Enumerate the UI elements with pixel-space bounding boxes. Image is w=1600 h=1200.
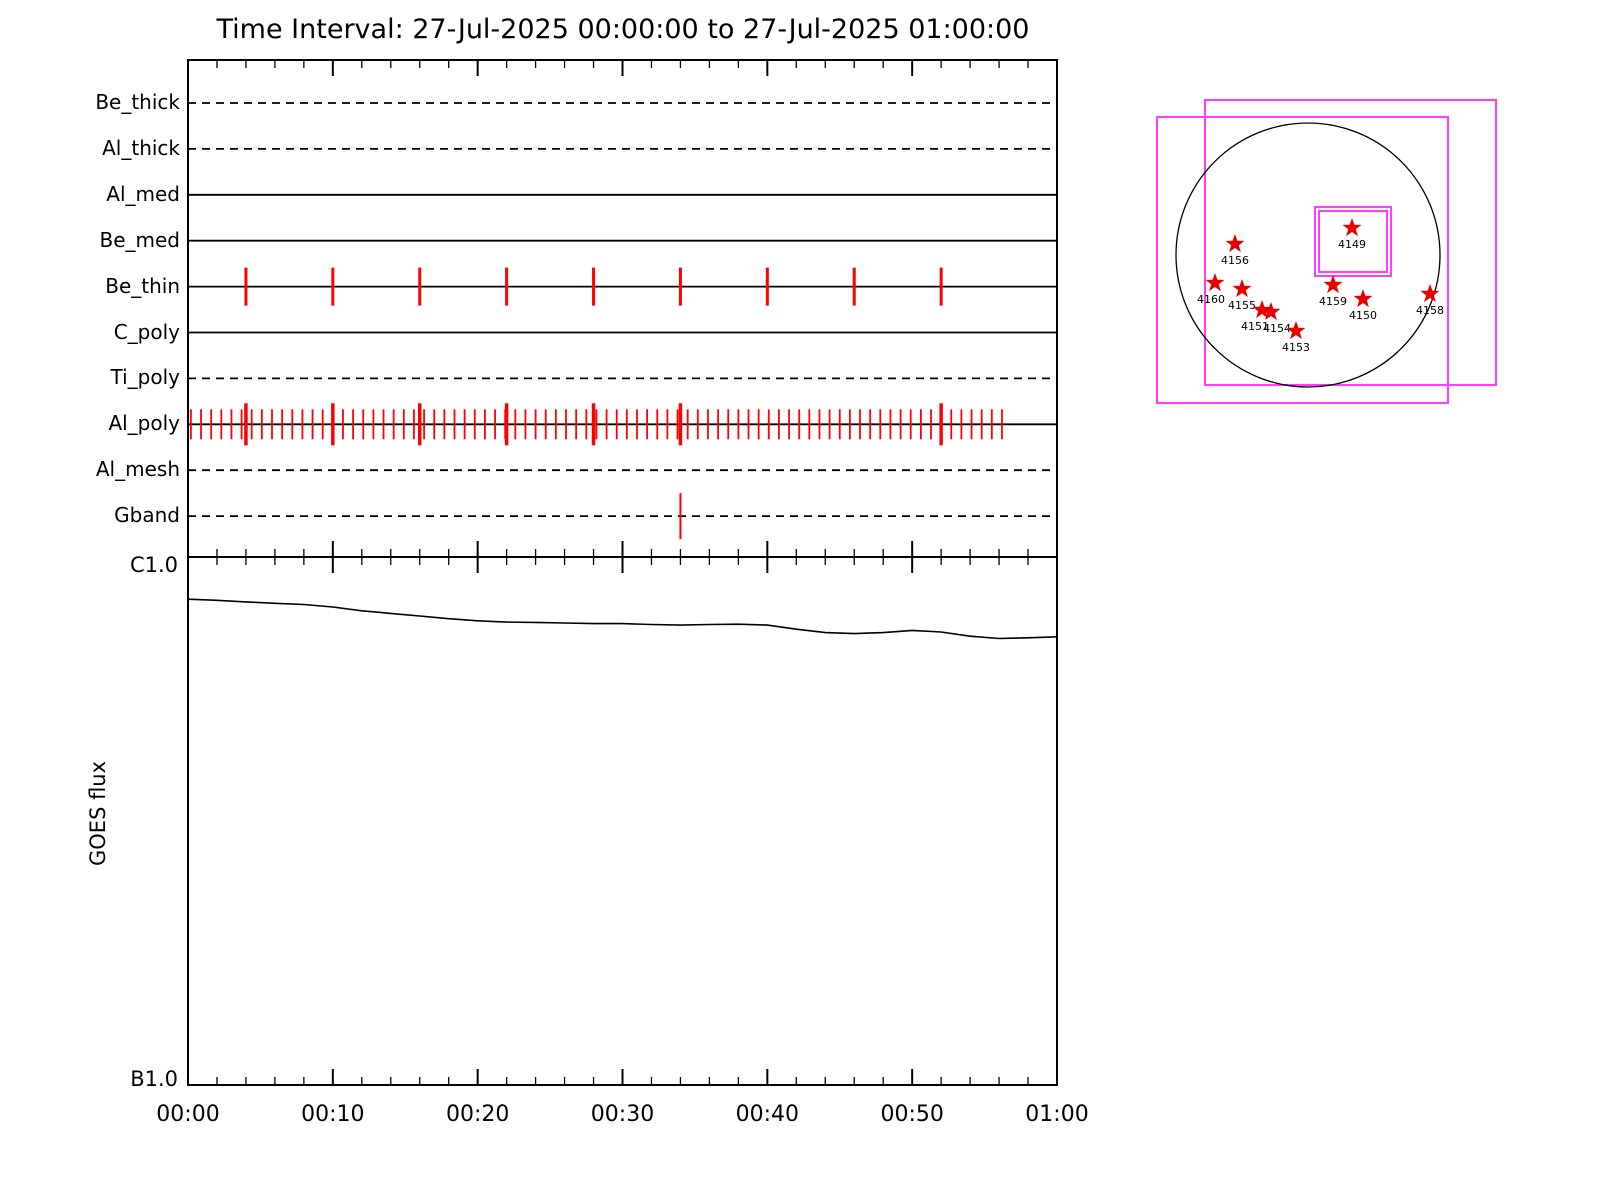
active-region-label-4159: 4159: [1319, 295, 1347, 308]
goes-ytick-bottom: B1.0: [130, 1067, 178, 1091]
filter-label-Gband: Gband: [114, 503, 180, 528]
active-region-label-4158: 4158: [1416, 304, 1444, 317]
fov-rect-0: [1156, 116, 1449, 404]
plot-title: Time Interval: 27-Jul-2025 00:00:00 to 2…: [216, 14, 1030, 45]
active-region-star-4153: [1286, 321, 1306, 340]
fov-rect-2: [1314, 206, 1392, 277]
filter-label-Al_mesh: Al_mesh: [95, 457, 180, 482]
active-region-label-4156: 4156: [1221, 254, 1249, 267]
timeline-and-goes-plot: [187, 59, 1058, 1086]
active-region-label-4150: 4150: [1349, 309, 1377, 322]
xtick-label-00:30: 00:30: [590, 1102, 655, 1127]
active-region-star-4150: [1353, 289, 1373, 308]
filter-label-Al_poly: Al_poly: [108, 411, 180, 436]
fov-rect-1: [1204, 99, 1497, 386]
xtick-label-00:40: 00:40: [735, 1102, 800, 1127]
filter-label-Be_thin: Be_thin: [105, 273, 180, 298]
fov-rect-3: [1318, 210, 1388, 273]
filter-label-Be_med: Be_med: [99, 227, 180, 252]
active-region-label-4155: 4155: [1228, 299, 1256, 312]
xtick-label-00:00: 00:00: [156, 1102, 220, 1127]
filter-label-Al_thick: Al_thick: [102, 135, 180, 160]
active-region-label-4151: 4151: [1241, 320, 1269, 333]
active-region-label-4153: 4153: [1282, 341, 1310, 354]
active-region-star-4160: [1205, 273, 1225, 292]
active-region-star-4154: [1261, 302, 1281, 321]
active-region-star-4159: [1323, 275, 1343, 294]
xtick-label-00:20: 00:20: [445, 1102, 510, 1127]
filter-label-Al_med: Al_med: [106, 181, 180, 206]
goes-ytick-top: C1.0: [129, 553, 178, 577]
active-region-label-4160: 4160: [1197, 293, 1225, 306]
timeline-panel-frame: [187, 59, 1058, 558]
active-region-star-4155: [1232, 279, 1252, 298]
filter-label-Be_thick: Be_thick: [95, 90, 180, 114]
filter-label-Ti_poly: Ti_poly: [110, 365, 180, 390]
xtick-label-01:00: 01:00: [1025, 1102, 1089, 1127]
goes-panel-frame: [187, 556, 1058, 1086]
active-region-star-4158: [1420, 284, 1440, 303]
solar-limb-circle: [1175, 122, 1441, 388]
active-region-star-4156: [1225, 234, 1245, 253]
filter-label-C_poly: C_poly: [113, 319, 180, 344]
active-region-label-4149: 4149: [1338, 238, 1366, 251]
xtick-label-00:50: 00:50: [880, 1102, 944, 1127]
active-region-label-4154: 4154: [1263, 322, 1291, 335]
xtick-label-00:10: 00:10: [301, 1102, 365, 1127]
goes-flux-curve: [187, 598, 1058, 640]
active-region-star-4149: [1342, 218, 1362, 237]
